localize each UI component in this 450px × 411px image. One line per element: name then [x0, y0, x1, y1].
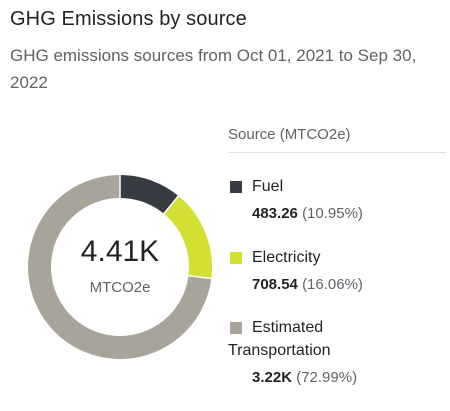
donut-svg [28, 175, 212, 359]
legend-item-electricity[interactable]: Electricity 708.54 (16.06%) [228, 246, 448, 293]
legend-swatch-estimated-transportation [230, 322, 242, 334]
donut-slice-separator [162, 194, 180, 215]
legend: Source (MTCO2e) Fuel 483.26 (10.95%) Ele… [228, 126, 448, 386]
donut-center-unit: MTCO2e [89, 279, 151, 296]
legend-header: Source (MTCO2e) [228, 126, 446, 153]
legend-value-electricity: 708.54 [252, 276, 298, 293]
legend-swatch-fuel [230, 181, 242, 193]
chart-subtitle: GHG emissions sources from Oct 01, 2021 … [10, 46, 417, 92]
legend-label-fuel: Fuel [252, 178, 284, 195]
legend-item-fuel[interactable]: Fuel 483.26 (10.95%) [228, 175, 448, 222]
donut-center-value: 4.41K [80, 235, 160, 268]
legend-item-estimated-transportation[interactable]: Estimated Transportation 3.22K (72.99%) [228, 316, 388, 386]
legend-percent-fuel: (10.95%) [302, 205, 363, 222]
legend-label-electricity: Electricity [252, 249, 321, 266]
legend-value-fuel: 483.26 [252, 205, 298, 222]
donut-slice-electricity[interactable] [163, 195, 212, 279]
donut-chart: 4.41K MTCO2e [28, 175, 212, 359]
legend-value-estimated-transportation: 3.22K [252, 369, 293, 386]
donut-slice-separator [187, 274, 212, 280]
donut-slice-estimated-transportation[interactable] [28, 175, 212, 359]
legend-swatch-electricity [230, 252, 242, 264]
legend-label-estimated-transportation: Estimated Transportation [228, 319, 331, 359]
donut-slice-fuel[interactable] [119, 175, 179, 214]
legend-percent-electricity: (16.06%) [302, 276, 363, 293]
chart-title: GHG Emissions by source [10, 8, 247, 30]
legend-percent-estimated-transportation: (72.99%) [296, 369, 358, 386]
